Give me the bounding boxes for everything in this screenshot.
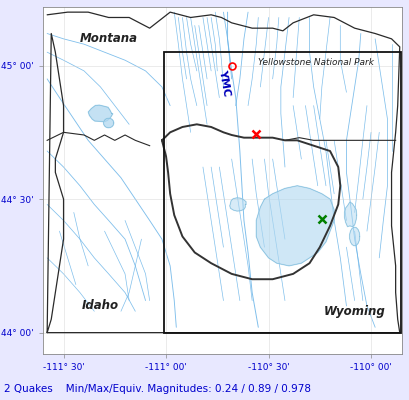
- Text: 2 Quakes    Min/Max/Equiv. Magnitudes: 0.24 / 0.89 / 0.978: 2 Quakes Min/Max/Equiv. Magnitudes: 0.24…: [4, 384, 310, 394]
- Text: Yellowstone National Park: Yellowstone National Park: [258, 58, 373, 67]
- Polygon shape: [229, 198, 245, 211]
- Text: Montana: Montana: [79, 32, 137, 45]
- Text: YMC: YMC: [217, 69, 231, 97]
- Polygon shape: [344, 202, 356, 226]
- Polygon shape: [88, 105, 112, 122]
- Polygon shape: [256, 186, 333, 266]
- Text: Wyoming: Wyoming: [323, 305, 384, 318]
- Polygon shape: [103, 118, 113, 128]
- Text: Idaho: Idaho: [82, 300, 119, 312]
- Bar: [164, 52, 400, 333]
- Polygon shape: [349, 227, 359, 246]
